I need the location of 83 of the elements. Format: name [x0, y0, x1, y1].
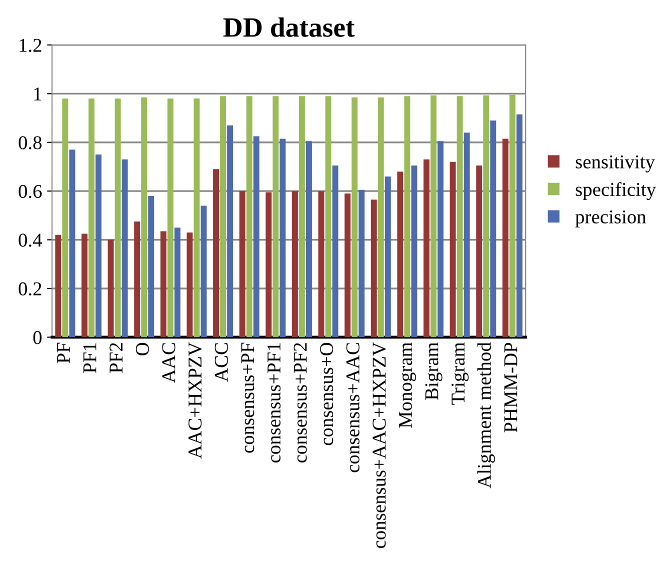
bar [344, 194, 351, 338]
bar [239, 191, 246, 338]
bar [450, 162, 456, 338]
x-tick-label: consensus+O [320, 342, 334, 446]
bar [298, 96, 305, 338]
bar [332, 166, 338, 338]
bar [174, 228, 180, 338]
x-tick-label: PHMM-DP [504, 342, 518, 432]
bar [411, 166, 418, 338]
y-tick-label: 1 [34, 88, 42, 100]
chart-title: DD dataset [223, 17, 355, 37]
bar [108, 240, 114, 338]
y-tick-label: 1.2 [20, 38, 42, 52]
bar [352, 97, 358, 338]
bar [456, 96, 463, 338]
bar [325, 96, 332, 338]
bar [397, 172, 404, 338]
bar [69, 150, 76, 338]
bar [272, 96, 279, 338]
bar [134, 222, 140, 338]
x-tick-label: Bigram [425, 342, 442, 400]
y-tick-label: 0.4 [18, 234, 42, 247]
bar [200, 206, 207, 338]
bar [96, 154, 102, 338]
bar [141, 97, 148, 338]
bar [430, 95, 436, 338]
bar [516, 114, 522, 338]
bar [483, 95, 490, 338]
bar [122, 159, 128, 338]
x-tick-label: Trigram [452, 342, 469, 405]
x-tick-label: AAC [162, 343, 176, 383]
bar [81, 234, 88, 338]
bar [253, 136, 260, 338]
bar [378, 97, 384, 338]
legend-label: sensitivity [576, 155, 655, 172]
x-tick-label: consensus+PF [241, 342, 254, 453]
x-tick-label: consensus+PF2 [294, 343, 307, 462]
bar [227, 125, 234, 338]
x-tick-label: AAC+HXPZV [188, 342, 202, 459]
bar [280, 138, 286, 338]
bar [424, 159, 430, 338]
bar [114, 98, 121, 338]
bar [502, 138, 508, 338]
x-tick-label: PF2 [110, 343, 122, 373]
x-tick-label: consensus+AAC [346, 343, 360, 472]
bar [213, 169, 220, 338]
bar [490, 120, 496, 338]
bar [88, 98, 94, 338]
y-tick-label: 0 [33, 331, 42, 344]
bar [476, 166, 482, 338]
bar [318, 191, 324, 338]
bar [306, 141, 312, 338]
bar [62, 98, 68, 338]
bar [220, 96, 226, 338]
x-tick-label: O [136, 342, 149, 356]
y-tick-label: 0.8 [18, 136, 42, 150]
legend-label: precision [575, 210, 646, 228]
bar [370, 200, 377, 338]
bar [404, 96, 410, 338]
bar [358, 190, 365, 338]
bar [438, 141, 444, 338]
x-tick-label: Monogram [399, 342, 416, 428]
bar [292, 191, 298, 338]
bar [186, 232, 193, 338]
x-tick-label: consensus+PF1 [267, 343, 281, 462]
x-tick-label: consensus+AAC+HXPZV [372, 342, 386, 548]
bar [194, 98, 200, 338]
y-tick-label: 0.6 [18, 184, 42, 198]
bar [55, 234, 62, 338]
bar [464, 132, 470, 338]
bar [246, 96, 252, 338]
x-tick-label: PF1 [83, 343, 96, 373]
bar [509, 94, 516, 338]
x-tick-label: PF [57, 342, 70, 364]
bar [148, 196, 154, 338]
x-tick-label: Alignment method [477, 342, 495, 488]
bar [167, 98, 174, 338]
bar [160, 231, 166, 338]
legend-label: specificity [576, 182, 656, 200]
bar [266, 192, 272, 338]
x-tick-label: ACC [214, 343, 228, 382]
bar [384, 176, 391, 338]
y-tick-label: 0.2 [18, 282, 42, 296]
